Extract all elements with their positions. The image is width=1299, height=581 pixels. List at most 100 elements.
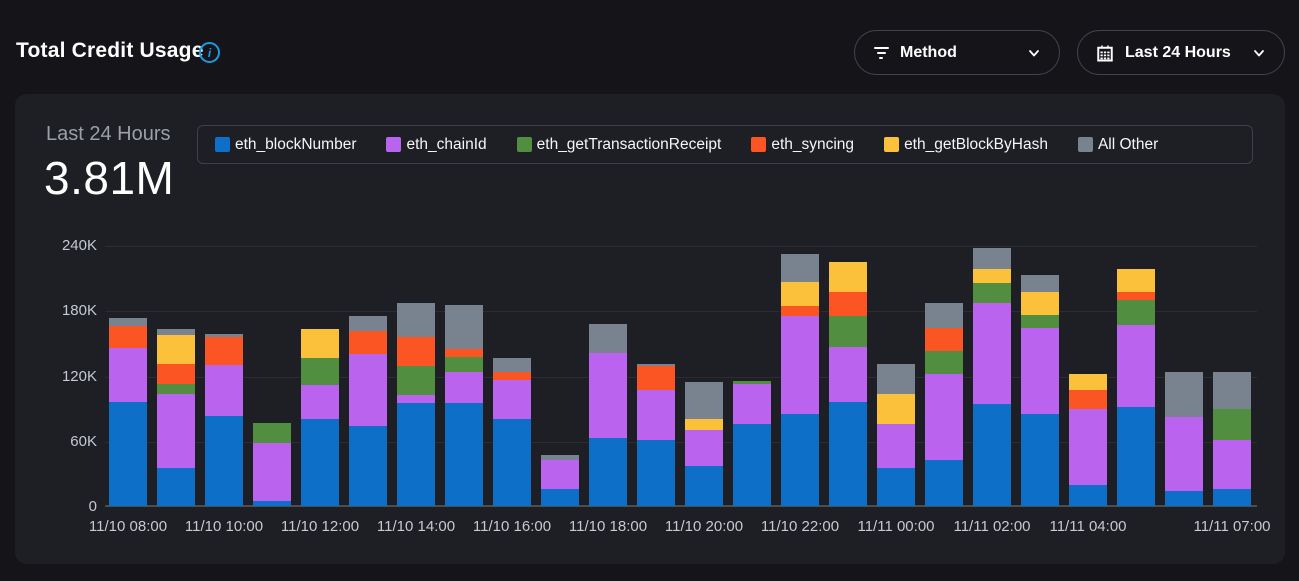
bar-segment-eth_blockNumber[interactable]	[589, 437, 627, 506]
bar-segment-eth_syncing[interactable]	[349, 330, 387, 354]
bar-segment-eth_syncing[interactable]	[925, 327, 963, 351]
bar-segment-eth_syncing[interactable]	[493, 372, 531, 380]
bar-segment-eth_blockNumber[interactable]	[445, 402, 483, 506]
bar-segment-eth_blockNumber[interactable]	[1213, 488, 1251, 506]
bar-segment-eth_blockNumber[interactable]	[829, 401, 867, 506]
bar-segment-eth_blockNumber[interactable]	[973, 403, 1011, 506]
bar-segment-eth_getBlockByHash[interactable]	[781, 281, 819, 306]
bar-segment-eth_chainId[interactable]	[589, 352, 627, 438]
bar-segment-All Other[interactable]	[493, 358, 531, 373]
bar-segment-eth_blockNumber[interactable]	[1165, 490, 1203, 506]
bar-segment-All Other[interactable]	[877, 363, 915, 394]
bar-segment-eth_getTransactionReceipt[interactable]	[973, 283, 1011, 303]
bar-11-10-18-00[interactable]	[589, 324, 627, 506]
bar-segment-eth_getTransactionReceipt[interactable]	[925, 350, 963, 375]
bar-segment-eth_blockNumber[interactable]	[109, 401, 147, 506]
bar-segment-eth_chainId[interactable]	[1165, 416, 1203, 491]
bar-segment-eth_blockNumber[interactable]	[301, 419, 339, 506]
bar-segment-eth_blockNumber[interactable]	[925, 460, 963, 506]
legend-item-eth_blockNumber[interactable]: eth_blockNumber	[215, 136, 356, 154]
bar-11-10-17-00[interactable]	[541, 454, 579, 506]
bar-segment-eth_chainId[interactable]	[157, 394, 195, 468]
bar-segment-eth_getBlockByHash[interactable]	[157, 335, 195, 364]
bar-segment-eth_blockNumber[interactable]	[493, 419, 531, 506]
bar-segment-All Other[interactable]	[1213, 372, 1251, 410]
bar-segment-eth_getTransactionReceipt[interactable]	[157, 384, 195, 394]
bar-segment-eth_blockNumber[interactable]	[1069, 485, 1107, 506]
bar-segment-All Other[interactable]	[445, 304, 483, 350]
bar-segment-eth_chainId[interactable]	[493, 379, 531, 419]
bar-segment-eth_chainId[interactable]	[733, 384, 771, 425]
bar-segment-All Other[interactable]	[205, 334, 243, 338]
bar-11-10-10-00[interactable]	[205, 334, 243, 506]
legend-item-eth_syncing[interactable]: eth_syncing	[751, 136, 854, 154]
bar-segment-eth_chainId[interactable]	[397, 395, 435, 403]
bar-segment-eth_getTransactionReceipt[interactable]	[1117, 300, 1155, 326]
bar-segment-All Other[interactable]	[109, 317, 147, 326]
bar-segment-eth_blockNumber[interactable]	[1117, 407, 1155, 506]
legend-item-eth_getBlockByHash[interactable]: eth_getBlockByHash	[884, 136, 1048, 154]
bar-segment-eth_syncing[interactable]	[829, 291, 867, 316]
bar-segment-eth_chainId[interactable]	[829, 347, 867, 402]
bar-segment-eth_getTransactionReceipt[interactable]	[445, 357, 483, 373]
bar-segment-All Other[interactable]	[589, 324, 627, 353]
bar-segment-All Other[interactable]	[637, 363, 675, 366]
bar-11-11-04-00[interactable]	[1069, 374, 1107, 506]
bar-11-11-00-00[interactable]	[877, 363, 915, 506]
bar-segment-All Other[interactable]	[973, 248, 1011, 269]
bar-segment-eth_blockNumber[interactable]	[637, 439, 675, 506]
bar-segment-eth_chainId[interactable]	[973, 302, 1011, 404]
bar-11-11-05-00[interactable]	[1117, 268, 1155, 506]
bar-segment-eth_chainId[interactable]	[445, 372, 483, 403]
bar-segment-eth_blockNumber[interactable]	[349, 425, 387, 506]
bar-segment-eth_syncing[interactable]	[781, 305, 819, 316]
bar-segment-eth_blockNumber[interactable]	[1021, 413, 1059, 506]
bar-11-10-16-00[interactable]	[493, 358, 531, 506]
bar-segment-eth_chainId[interactable]	[877, 424, 915, 468]
bar-segment-eth_syncing[interactable]	[445, 349, 483, 358]
bar-segment-All Other[interactable]	[685, 382, 723, 420]
bar-11-10-23-00[interactable]	[829, 262, 867, 506]
bar-segment-eth_chainId[interactable]	[253, 442, 291, 501]
bar-segment-All Other[interactable]	[781, 253, 819, 282]
bar-segment-eth_syncing[interactable]	[1069, 389, 1107, 410]
bar-segment-eth_getTransactionReceipt[interactable]	[1213, 409, 1251, 440]
bar-segment-eth_getBlockByHash[interactable]	[1117, 268, 1155, 292]
bar-segment-eth_getTransactionReceipt[interactable]	[733, 380, 771, 385]
bar-11-10-22-00[interactable]	[781, 253, 819, 506]
bar-segment-All Other[interactable]	[397, 302, 435, 338]
bar-segment-eth_getBlockByHash[interactable]	[829, 262, 867, 292]
bar-segment-eth_blockNumber[interactable]	[157, 467, 195, 506]
bar-11-10-14-00[interactable]	[397, 302, 435, 506]
bar-11-10-12-00[interactable]	[301, 328, 339, 506]
bar-segment-All Other[interactable]	[1021, 275, 1059, 292]
bar-segment-eth_syncing[interactable]	[157, 363, 195, 385]
bar-segment-All Other[interactable]	[157, 328, 195, 336]
legend-item-All Other[interactable]: All Other	[1077, 136, 1158, 154]
bar-segment-All Other[interactable]	[349, 315, 387, 331]
bar-segment-eth_blockNumber[interactable]	[253, 500, 291, 506]
method-filter-dropdown[interactable]: Method	[854, 30, 1060, 75]
legend-item-eth_chainId[interactable]: eth_chainId	[386, 136, 487, 154]
bar-segment-All Other[interactable]	[1165, 372, 1203, 417]
bar-segment-eth_getTransactionReceipt[interactable]	[1021, 314, 1059, 328]
info-icon[interactable]: i	[199, 42, 220, 63]
bar-segment-eth_getBlockByHash[interactable]	[1069, 374, 1107, 390]
bar-segment-eth_chainId[interactable]	[1069, 409, 1107, 486]
bar-segment-eth_blockNumber[interactable]	[733, 424, 771, 506]
bar-segment-eth_syncing[interactable]	[109, 325, 147, 349]
bar-segment-eth_syncing[interactable]	[205, 337, 243, 365]
bar-segment-eth_blockNumber[interactable]	[205, 415, 243, 506]
bar-segment-eth_getTransactionReceipt[interactable]	[301, 358, 339, 386]
bar-segment-eth_syncing[interactable]	[637, 365, 675, 390]
bar-segment-eth_getBlockByHash[interactable]	[1021, 291, 1059, 315]
bar-11-10-08-00[interactable]	[109, 317, 147, 506]
bar-segment-eth_blockNumber[interactable]	[541, 488, 579, 506]
bar-segment-eth_blockNumber[interactable]	[877, 467, 915, 506]
bar-segment-eth_getBlockByHash[interactable]	[685, 419, 723, 430]
bar-11-10-19-00[interactable]	[637, 363, 675, 506]
time-range-dropdown[interactable]: Last 24 Hours	[1077, 30, 1285, 75]
bar-segment-eth_chainId[interactable]	[781, 315, 819, 414]
bar-segment-eth_getBlockByHash[interactable]	[877, 394, 915, 425]
bar-segment-eth_getBlockByHash[interactable]	[973, 268, 1011, 284]
